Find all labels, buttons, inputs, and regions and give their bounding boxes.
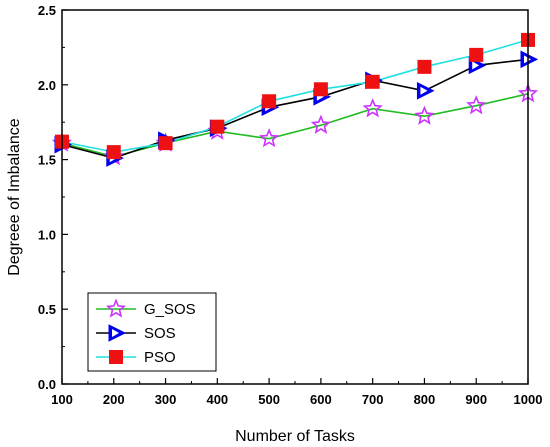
- series-markers-2: [55, 32, 535, 160]
- x-tick-label: 600: [310, 392, 332, 407]
- y-tick-label: 1.0: [38, 227, 56, 242]
- data-point: [262, 94, 277, 109]
- data-point-inner: [420, 86, 428, 95]
- series-0: [61, 93, 529, 158]
- data-point: [466, 95, 487, 115]
- series-layer: [51, 32, 539, 167]
- data-point: [310, 114, 331, 134]
- x-axis-title: Number of Tasks: [235, 428, 355, 445]
- series-1: [61, 58, 529, 159]
- x-tick-label: 200: [103, 392, 125, 407]
- series-2: [61, 39, 529, 153]
- data-point: [106, 145, 121, 160]
- x-tick-label: 400: [206, 392, 228, 407]
- series-markers-0: [51, 83, 539, 166]
- x-tick-label: 700: [362, 392, 384, 407]
- y-tick-label: 2.5: [38, 3, 56, 18]
- legend: G_SOS SOS PSO: [87, 292, 217, 372]
- legend-label: PSO: [144, 349, 176, 366]
- y-tick-label: 0.5: [38, 302, 56, 317]
- data-point: [414, 105, 435, 125]
- data-point: [417, 59, 432, 74]
- x-tick-label: 300: [155, 392, 177, 407]
- legend-marker: [105, 298, 127, 318]
- data-point: [313, 82, 328, 97]
- legend-label: SOS: [144, 325, 176, 342]
- x-tick-label: 1000: [514, 392, 543, 407]
- legend-marker: [109, 350, 123, 364]
- x-tick-label: 100: [51, 392, 73, 407]
- data-point: [258, 128, 280, 148]
- x-tick-label: 500: [258, 392, 280, 407]
- x-tick-label: 900: [465, 392, 487, 407]
- y-tick-label: 2.0: [38, 78, 56, 93]
- series-line-1: [61, 58, 529, 159]
- y-axis-title: Degreee of Imbalance: [6, 118, 23, 276]
- legend-marker-inner: [112, 329, 119, 337]
- legend-label: G_SOS: [144, 301, 196, 318]
- y-tick-label: 1.5: [38, 153, 56, 168]
- y-tick-label: 0.0: [38, 377, 56, 392]
- series-line-0: [61, 93, 529, 158]
- data-point: [365, 74, 380, 89]
- data-point: [362, 98, 383, 118]
- data-point-inner: [472, 61, 480, 70]
- series-line-2: [61, 39, 529, 153]
- x-tick-label: 800: [414, 392, 436, 407]
- data-point: [210, 119, 225, 134]
- data-point: [158, 136, 173, 151]
- data-point: [469, 47, 484, 62]
- ticks-layer: 100 200 300 400 500 600 700 800 900 1000 0.0 0.5 1.0…: [38, 3, 543, 407]
